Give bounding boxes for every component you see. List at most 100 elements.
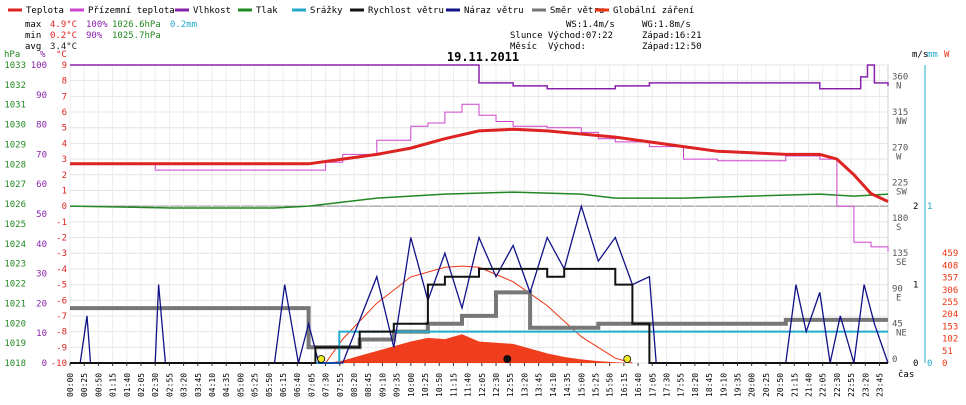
x-tick-label: 22:55 bbox=[847, 373, 856, 397]
x-tick-label: 12:55 bbox=[506, 373, 515, 397]
tick-celsius: -3 bbox=[56, 249, 67, 259]
x-tick-label: 04:10 bbox=[208, 373, 217, 397]
sun-label: Slunce bbox=[510, 31, 543, 41]
x-tick-label: 02:55 bbox=[165, 373, 174, 397]
stats-min-press: 1025.7hPa bbox=[112, 31, 161, 41]
info-panel: WS:1.4m/s WG:1.8m/s Slunce Východ:07:22 … bbox=[510, 20, 702, 52]
chart-title: 19.11.2011 bbox=[447, 50, 519, 64]
tick-celsius: 4 bbox=[62, 139, 67, 149]
tick-percent: 40 bbox=[36, 240, 47, 250]
stats-max-rain: 0.2mm bbox=[170, 20, 197, 30]
x-tick-label: 06:15 bbox=[279, 373, 288, 397]
tick-percent: 20 bbox=[36, 299, 47, 309]
series-humidity bbox=[70, 64, 889, 90]
x-tick-label: 14:10 bbox=[549, 373, 558, 397]
x-tick-label: 00:50 bbox=[94, 373, 103, 397]
x-tick-label: 01:15 bbox=[109, 373, 118, 397]
x-tick-label: 10:00 bbox=[407, 373, 416, 397]
tick-radiation: 459 bbox=[942, 249, 958, 259]
stats-min-label: min bbox=[25, 31, 41, 41]
tick-hpa: 1027 bbox=[4, 180, 26, 190]
tick-celsius: -10 bbox=[51, 359, 67, 369]
tick-percent: 80 bbox=[36, 121, 47, 131]
tick-wind-dir: 180 bbox=[892, 214, 908, 224]
x-tick-label: 21:40 bbox=[804, 373, 813, 397]
tick-wind-dir: 90 bbox=[892, 284, 903, 294]
stats-max-label: max bbox=[25, 20, 42, 30]
tick-hpa: 1018 bbox=[4, 359, 26, 369]
x-tick-label: 10:25 bbox=[421, 373, 430, 397]
tick-celsius: 5 bbox=[62, 124, 67, 134]
tick-radiation: 51 bbox=[942, 347, 953, 357]
tick-rain: 0 bbox=[927, 359, 932, 369]
plot-area bbox=[69, 64, 889, 364]
legend: Teplota Přízemní teplota Vlhkost Tlak Srážky… bbox=[8, 6, 694, 16]
tick-radiation: 204 bbox=[942, 310, 958, 320]
x-tick-label: 09:10 bbox=[378, 373, 387, 397]
x-tick-label: 13:45 bbox=[535, 373, 544, 397]
tick-celsius: 0 bbox=[62, 202, 67, 212]
legend-label: Náraz větru bbox=[464, 6, 524, 16]
stats-avg-temp: 3.4°C bbox=[50, 42, 77, 52]
tick-wind-dir-letter: NE bbox=[896, 329, 907, 339]
tick-celsius: -4 bbox=[56, 265, 67, 275]
x-tick-label: 14:35 bbox=[563, 373, 572, 397]
legend-label: Přízemní teplota bbox=[88, 6, 175, 16]
axis-unit-wind-speed: m/s bbox=[912, 50, 928, 60]
axis-unit-radiation: W bbox=[944, 50, 950, 60]
tick-radiation: 408 bbox=[942, 261, 958, 271]
legend-label: Teplota bbox=[26, 6, 64, 16]
x-tick-label: 05:00 bbox=[236, 373, 245, 397]
tick-celsius: 1 bbox=[62, 186, 67, 196]
x-tick-label: 09:35 bbox=[393, 373, 402, 397]
tick-hpa: 1030 bbox=[4, 121, 26, 131]
tick-hpa: 1021 bbox=[4, 299, 26, 309]
y-axes: hPa% °C1033103210311030102910281027102610… bbox=[4, 50, 958, 369]
x-tick-label: 12:30 bbox=[492, 373, 501, 397]
x-tick-label: 21:15 bbox=[790, 373, 799, 397]
tick-wind-dir-letter: E bbox=[896, 293, 901, 303]
x-tick-label: 16:40 bbox=[634, 373, 643, 397]
tick-percent: 60 bbox=[36, 180, 47, 190]
tick-wind-dir: 360 bbox=[892, 73, 908, 83]
tick-wind-dir: 135 bbox=[892, 249, 908, 259]
x-tick-label: 03:45 bbox=[194, 373, 203, 397]
tick-wind-dir-letter: W bbox=[896, 152, 902, 162]
tick-celsius: -1 bbox=[56, 218, 67, 228]
x-tick-label: 15:25 bbox=[591, 373, 600, 397]
tick-radiation: 357 bbox=[942, 274, 958, 284]
x-tick-label: 07:05 bbox=[307, 373, 316, 397]
tick-percent: 50 bbox=[36, 210, 47, 220]
x-tick-label: 04:35 bbox=[222, 373, 231, 397]
tick-wind-dir-letter: N bbox=[896, 82, 901, 92]
sun-marker bbox=[317, 355, 326, 363]
series-radiation bbox=[70, 334, 888, 363]
tick-celsius: 7 bbox=[62, 92, 67, 102]
stats-max-press: 1026.6hPa bbox=[112, 20, 161, 30]
tick-wind-speed: 1 bbox=[913, 281, 918, 291]
stats-panel: max 4.9°C 100% 1026.6hPa 0.2mm min 0.2°C… bbox=[25, 20, 197, 52]
tick-radiation: 153 bbox=[942, 322, 958, 332]
x-tick-label: 17:05 bbox=[648, 373, 657, 397]
legend-label: Vlhkost bbox=[193, 6, 231, 16]
series-clear-sky-radiation bbox=[325, 265, 633, 364]
tick-wind-dir-letter: NW bbox=[896, 117, 907, 127]
tick-radiation: 255 bbox=[942, 298, 958, 308]
series-temperature bbox=[70, 127, 889, 203]
moon-rise: Východ: bbox=[548, 42, 586, 52]
tick-radiation: 306 bbox=[942, 286, 958, 296]
sun-marker bbox=[623, 355, 632, 363]
tick-celsius: 9 bbox=[62, 61, 67, 71]
axis-unit-percent: % bbox=[40, 50, 46, 60]
axis-unit-rain: mm bbox=[927, 50, 938, 60]
tick-celsius: -8 bbox=[56, 328, 67, 338]
tick-radiation: 102 bbox=[942, 335, 958, 345]
legend-label: Globální záření bbox=[613, 6, 694, 16]
tick-hpa: 1024 bbox=[4, 240, 26, 250]
tick-wind-dir-letter: SW bbox=[896, 188, 907, 198]
x-tick-label: 00:00 bbox=[66, 373, 75, 397]
tick-celsius: 6 bbox=[62, 108, 67, 118]
x-tick-label: 10:50 bbox=[435, 373, 444, 397]
